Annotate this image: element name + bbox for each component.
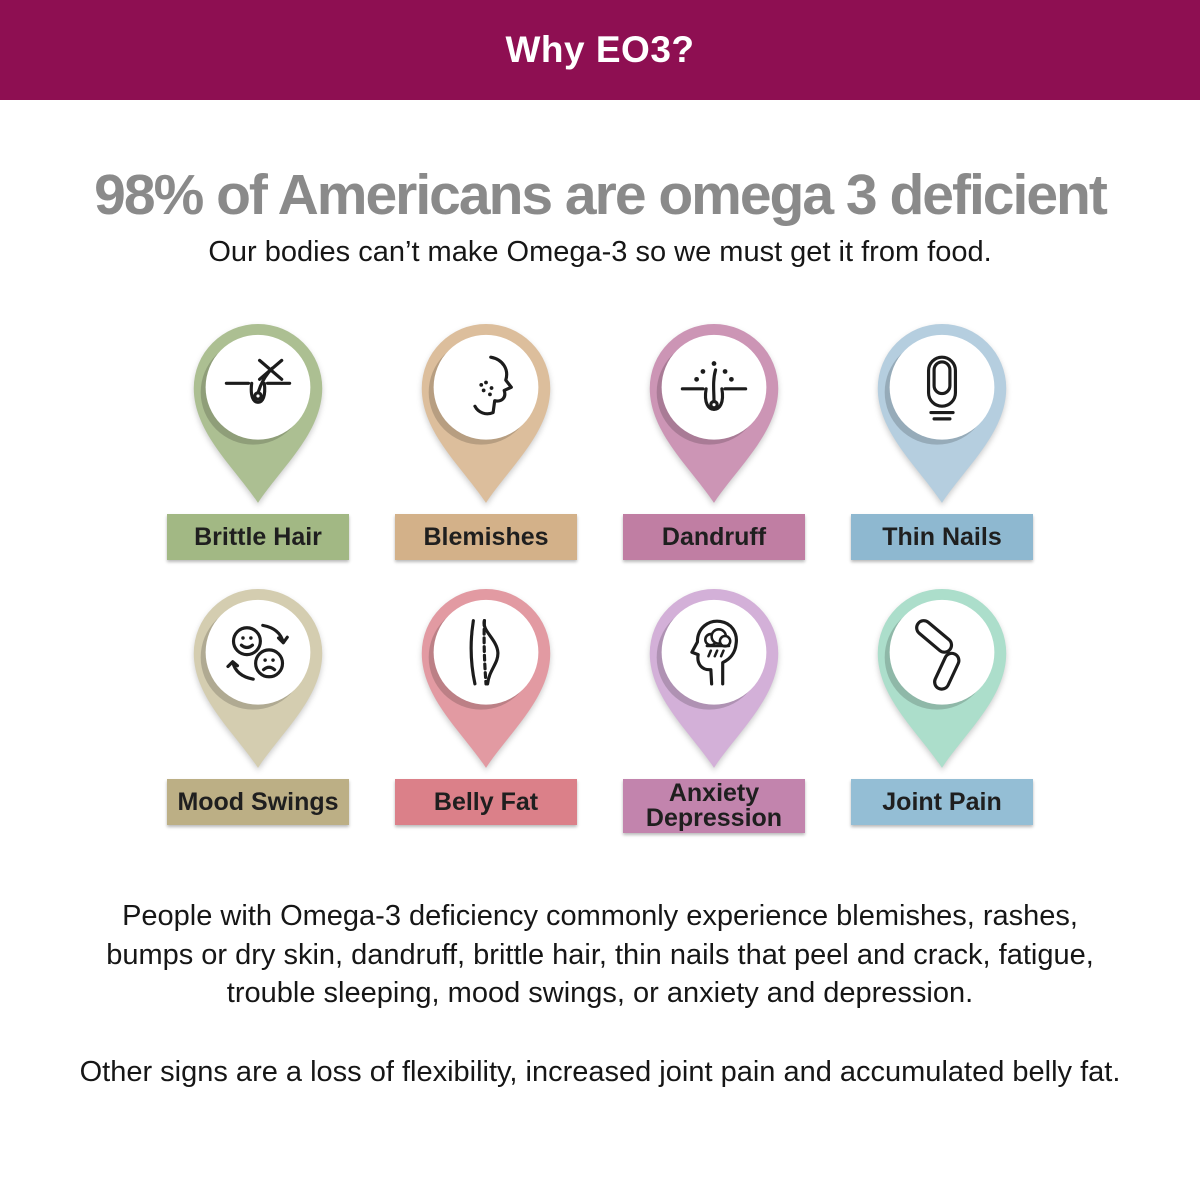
- symptom-pin: [649, 589, 779, 768]
- symptom-pin: [193, 589, 323, 768]
- symptom-pin: [421, 589, 551, 768]
- symptom-card-2: Blemishes: [385, 307, 587, 560]
- headline: 98% of Americans are omega 3 deficient: [94, 163, 1108, 227]
- symptom-label: Belly Fat: [395, 779, 577, 825]
- symptom-pin: [877, 589, 1007, 768]
- body-paragraph-1: People with Omega-3 deficiency commonly …: [106, 900, 1094, 1010]
- symptom-row-2: Mood Swings Belly Fat Anxiety Depression…: [0, 572, 1200, 833]
- symptom-label: Brittle Hair: [167, 514, 349, 560]
- symptom-card-7: Anxiety Depression: [613, 572, 815, 833]
- symptom-pin: [649, 324, 779, 503]
- content: 98% of Americans are omega 3 deficient O…: [0, 162, 1200, 1091]
- symptom-card-5: Mood Swings: [157, 572, 359, 833]
- symptom-grid: Brittle Hair Blemishes Dandruff Thin Nai…: [0, 307, 1200, 833]
- symptom-label: Mood Swings: [167, 779, 349, 825]
- symptom-label: Anxiety Depression: [623, 779, 805, 833]
- subtitle: Our bodies can’t make Omega-3 so we must…: [208, 236, 992, 268]
- body-paragraph-2: Other signs are a loss of flexibility, i…: [79, 1055, 1121, 1088]
- symptom-card-3: Dandruff: [613, 307, 815, 560]
- symptom-pin: [877, 324, 1007, 503]
- symptom-label: Thin Nails: [851, 514, 1033, 560]
- page-title: Why EO3?: [505, 29, 695, 70]
- header-banner: Why EO3?: [0, 0, 1200, 100]
- symptom-row-1: Brittle Hair Blemishes Dandruff Thin Nai…: [0, 307, 1200, 560]
- symptom-pin: [193, 324, 323, 503]
- symptom-pin: [421, 324, 551, 503]
- symptom-card-4: Thin Nails: [841, 307, 1043, 560]
- symptom-card-8: Joint Pain: [841, 572, 1043, 833]
- symptom-label: Dandruff: [623, 514, 805, 560]
- symptom-label: Joint Pain: [851, 779, 1033, 825]
- symptom-label: Blemishes: [395, 514, 577, 560]
- symptom-card-6: Belly Fat: [385, 572, 587, 833]
- symptom-card-1: Brittle Hair: [157, 307, 359, 560]
